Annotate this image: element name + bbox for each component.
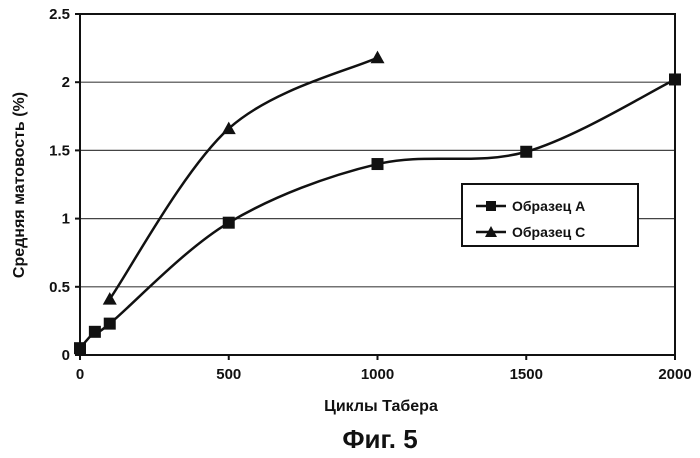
point-square-0-4 <box>372 158 384 170</box>
point-square-0-2 <box>104 318 116 330</box>
y-axis-ticks: 0 0.5 1 1.5 2 2.5 <box>49 6 80 364</box>
y-tick-label-5: 2.5 <box>49 6 70 23</box>
y-tick-label-0: 0 <box>62 347 70 364</box>
legend: Образец А Образец С <box>462 184 638 246</box>
x-tick-label-0: 0 <box>76 366 84 383</box>
point-square-0-5 <box>520 146 532 158</box>
legend-label-c: Образец С <box>512 224 585 240</box>
x-tick-label-4: 2000 <box>658 366 691 383</box>
point-square-0-1 <box>89 326 101 338</box>
series-1 <box>103 51 385 305</box>
y-tick-label-2: 1 <box>62 211 70 228</box>
point-square-0-0 <box>74 342 86 354</box>
y-tick-label-4: 2 <box>62 74 70 91</box>
legend-marker-square <box>486 201 496 211</box>
point-square-0-3 <box>223 217 235 229</box>
point-triangle-1-0 <box>103 292 117 305</box>
y-tick-label-3: 1.5 <box>49 142 70 159</box>
x-tick-label-2: 1000 <box>361 366 394 383</box>
x-tick-label-1: 500 <box>216 366 241 383</box>
series-line-1 <box>110 58 378 299</box>
figure-caption: Фиг. 5 <box>342 424 417 454</box>
y-tick-label-1: 0.5 <box>49 279 70 296</box>
x-tick-label-3: 1500 <box>510 366 543 383</box>
x-axis-ticks: 0 500 1000 1500 2000 <box>76 355 692 383</box>
legend-label-a: Образец А <box>512 198 585 214</box>
x-axis-title: Циклы Табера <box>324 398 438 415</box>
y-axis-title: Средняя матовость (%) <box>11 92 28 278</box>
point-triangle-1-2 <box>371 51 385 64</box>
point-square-0-6 <box>669 73 681 85</box>
